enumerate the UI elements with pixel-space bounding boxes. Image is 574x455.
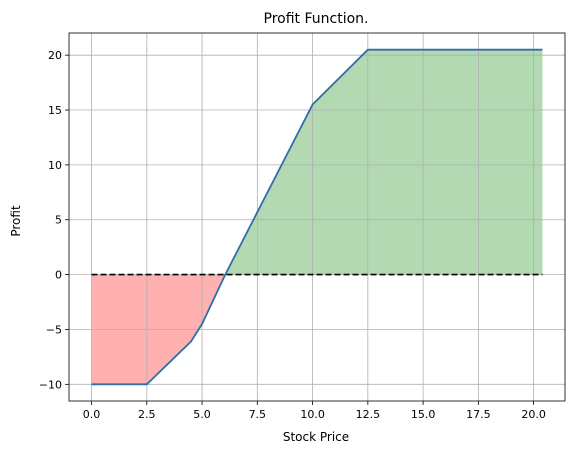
y-tick-label: −10 (39, 378, 62, 391)
x-tick-label: 0.0 (83, 408, 101, 421)
y-tick-label: 10 (48, 159, 62, 172)
y-tick-label: 20 (48, 49, 62, 62)
x-tick-label: 20.0 (521, 408, 546, 421)
y-axis-ticks: −10 −5 0 5 10 15 20 (39, 49, 69, 391)
y-tick-label: −5 (46, 323, 62, 336)
profit-fill-areas (91, 49, 543, 385)
profit-area (91, 49, 543, 275)
profit-line (91, 48, 543, 386)
y-tick-label: 0 (55, 269, 62, 282)
x-tick-label: 12.5 (356, 408, 381, 421)
plot-frame (68, 32, 566, 402)
y-axis-label: Profit (9, 205, 23, 237)
x-tick-label: 17.5 (466, 408, 491, 421)
x-axis-label: Stock Price (283, 430, 349, 444)
y-tick-label: 5 (55, 214, 62, 227)
profit-series (91, 48, 543, 386)
x-tick-label: 5.0 (193, 408, 211, 421)
x-tick-label: 10.0 (300, 408, 325, 421)
x-tick-label: 15.0 (411, 408, 436, 421)
x-axis-ticks: 0.0 2.5 5.0 7.5 10.0 12.5 15.0 17.5 20.0 (83, 401, 546, 421)
x-tick-label: 2.5 (138, 408, 156, 421)
chart-title: Profit Function. (264, 11, 369, 27)
x-tick-label: 7.5 (249, 408, 267, 421)
y-tick-label: 15 (48, 104, 62, 117)
loss-area (91, 274, 543, 385)
